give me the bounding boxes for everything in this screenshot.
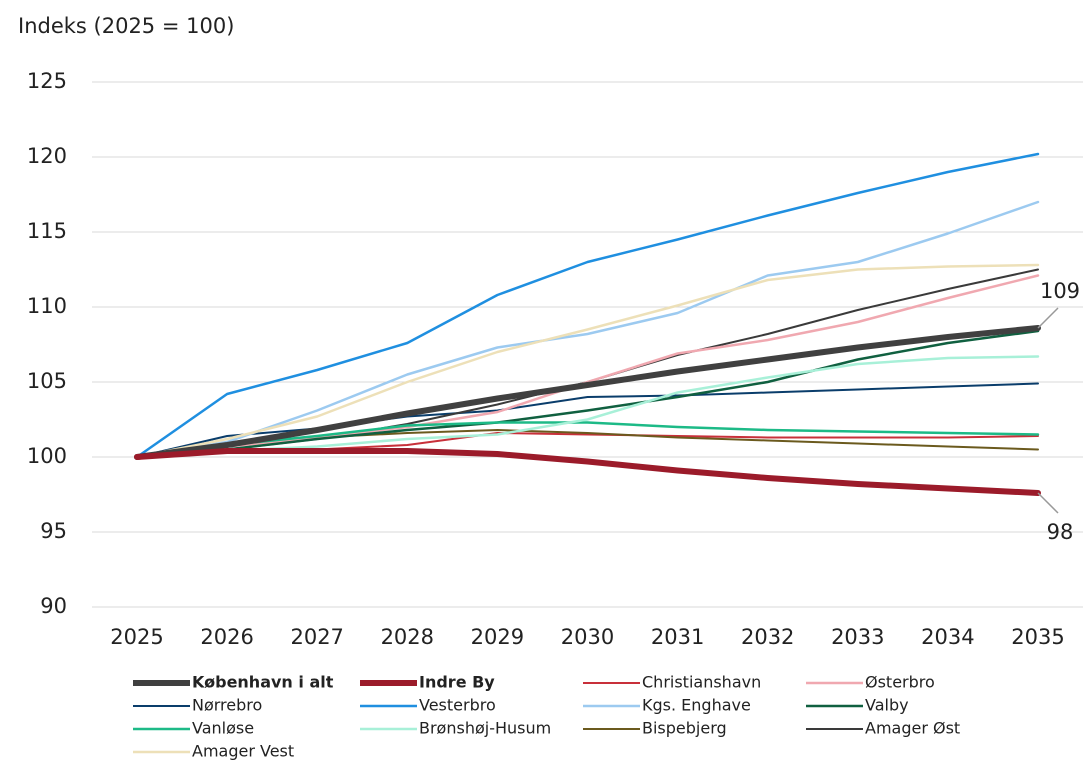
x-tick-label: 2034 xyxy=(921,625,974,649)
legend-label: Østerbro xyxy=(865,673,935,692)
x-tick-label: 2027 xyxy=(290,625,343,649)
y-tick-label: 115 xyxy=(27,219,67,243)
legend-label: Vesterbro xyxy=(419,696,496,715)
y-tick-label: 95 xyxy=(40,519,67,543)
legend-label: Vanløse xyxy=(192,719,254,738)
y-tick-label: 100 xyxy=(27,444,67,468)
annotation: 98 xyxy=(1047,520,1074,544)
x-tick-label: 2029 xyxy=(471,625,524,649)
series-line xyxy=(134,448,1041,496)
series-line xyxy=(135,421,1040,459)
series-line xyxy=(135,329,1040,459)
legend-label: Valby xyxy=(865,696,909,715)
legend-label: Christianshavn xyxy=(642,673,761,692)
legend-label: Brønshøj-Husum xyxy=(419,719,551,738)
legend-label: Amager Øst xyxy=(865,719,960,738)
legend-label: Amager Vest xyxy=(192,742,294,761)
y-tick-label: 110 xyxy=(27,294,67,318)
series-line xyxy=(136,382,1039,458)
series-line xyxy=(135,274,1040,459)
y-tick-label: 125 xyxy=(27,69,67,93)
legend-label: Indre By xyxy=(419,673,495,692)
legend-label: København i alt xyxy=(192,673,334,692)
x-tick-label: 2032 xyxy=(741,625,794,649)
y-tick-label: 120 xyxy=(27,144,67,168)
legend-label: Bispebjerg xyxy=(642,719,727,738)
x-tick-label: 2025 xyxy=(110,625,163,649)
series-line xyxy=(135,263,1040,459)
x-tick-label: 2035 xyxy=(1011,625,1064,649)
annotation-leader xyxy=(1037,492,1059,514)
legend-label: Kgs. Enghave xyxy=(642,696,751,715)
series-line xyxy=(135,152,1040,459)
x-tick-label: 2030 xyxy=(561,625,614,649)
series-line xyxy=(135,200,1040,459)
x-tick-label: 2028 xyxy=(381,625,434,649)
y-tick-label: 90 xyxy=(40,594,67,618)
x-tick-label: 2031 xyxy=(651,625,704,649)
series-line xyxy=(134,325,1041,460)
y-tick-label: 105 xyxy=(27,369,67,393)
annotation-leader xyxy=(1037,307,1059,329)
x-tick-label: 2026 xyxy=(200,625,253,649)
annotation: 109 xyxy=(1040,279,1080,303)
y-axis-label: Indeks (2025 = 100) xyxy=(18,14,234,38)
legend-label: Nørrebro xyxy=(192,696,262,715)
x-tick-label: 2033 xyxy=(831,625,884,649)
